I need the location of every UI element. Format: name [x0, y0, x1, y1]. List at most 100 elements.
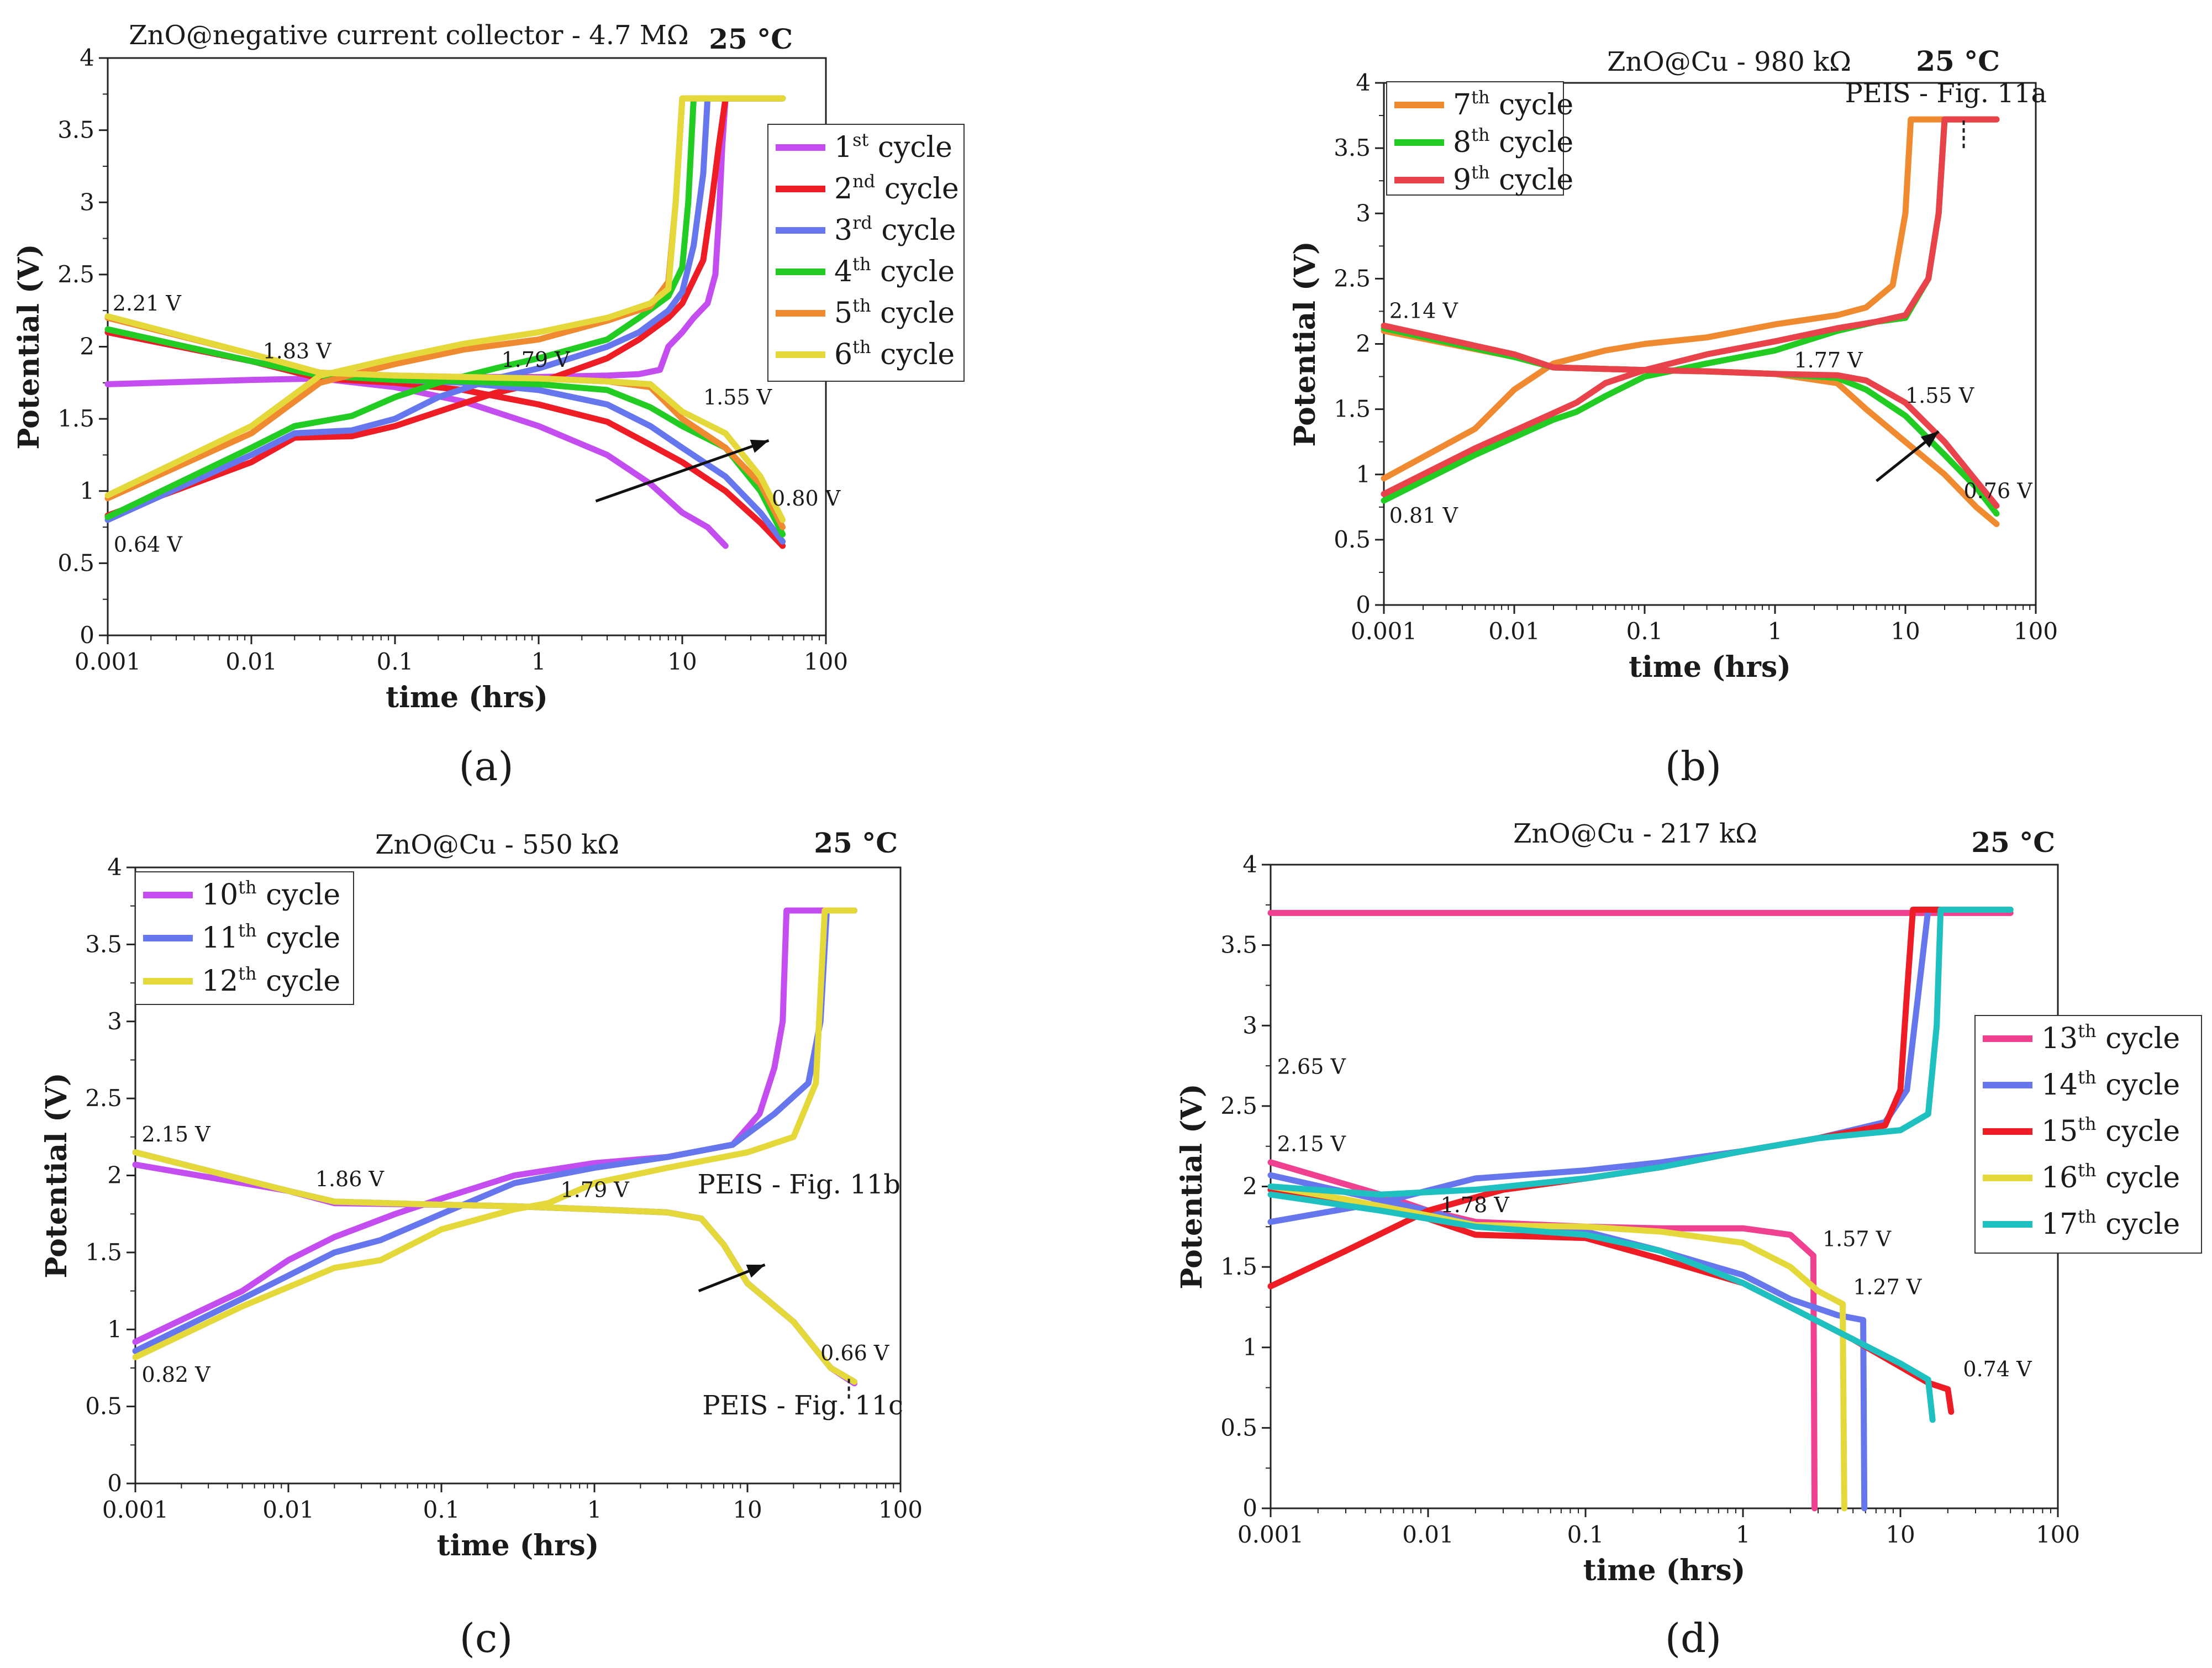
x-tick-label: 0.01	[1402, 1521, 1454, 1548]
x-tick-label: 100	[2036, 1521, 2080, 1548]
y-tick-label: 3.5	[1334, 134, 1371, 161]
value-annotation: 0.76 V	[1964, 478, 2033, 503]
trend-arrow-head	[746, 1265, 765, 1278]
y-tick-label: 2	[1242, 1173, 1257, 1200]
peis-label: PEIS - Fig. 11a	[1845, 78, 2047, 109]
trend-arrow-head	[1920, 431, 1939, 448]
x-tick-label: 0.001	[1351, 618, 1417, 645]
x-tick-label: 10	[667, 648, 697, 675]
caption-c: (c)	[460, 1615, 513, 1661]
y-tick-label: 4	[107, 854, 122, 881]
y-tick-label: 1.5	[1334, 396, 1371, 423]
caption-a: (a)	[459, 743, 513, 790]
series-discharge-line-5	[1267, 1191, 1936, 1423]
peis-label: PEIS - Fig. 11c	[702, 1390, 903, 1421]
legend-entry: 1st cycle	[834, 129, 952, 164]
y-tick-label: 3.5	[57, 117, 94, 144]
y-tick-label: 0.5	[85, 1393, 122, 1420]
x-tick-label: 10	[1890, 618, 1920, 645]
y-tick-label: 3.5	[85, 930, 122, 957]
y-tick-label: 2	[1356, 330, 1371, 357]
value-annotation: 0.66 V	[820, 1341, 889, 1365]
chart-panel-a: 0 0.5 1 1.5 2 2.5 3 3.5 4 0.001 0.01 0.1 1 10 100 time …	[12, 20, 965, 714]
legend: 10th cycle 11th cycle 12th cycle	[135, 871, 354, 1005]
series-charge-line-3	[132, 907, 858, 1360]
value-annotation: 1.55 V	[1905, 383, 1974, 408]
legend-entry: 5th cycle	[834, 295, 955, 330]
y-tick-label: 2.5	[57, 261, 94, 288]
legend-entry: 2nd cycle	[834, 171, 959, 206]
series-charge-line-2	[104, 95, 786, 519]
chart-panel-c: 0 0.5 1 1.5 2 2.5 3 3.5 4 0.001 0.01 0.1 1 10 100 time …	[40, 827, 923, 1562]
y-tick-label: 4	[1242, 851, 1257, 878]
y-tick-label: 3	[80, 188, 94, 215]
legend-entry: 12th cycle	[202, 963, 340, 998]
value-annotation: 0.80 V	[772, 486, 841, 511]
value-annotation: 1.83 V	[263, 339, 332, 363]
chart-panel-b: 0 0.5 1 1.5 2 2.5 3 3.5 4 0.001 0.01 0.1 1 10 100 time …	[1288, 45, 2058, 684]
x-tick-label: 1	[531, 648, 546, 675]
x-tick-label: 0.001	[75, 648, 141, 675]
x-axis-title: time (hrs)	[386, 681, 548, 714]
series-discharge-line-4	[1267, 1183, 1847, 1512]
legend-entry: 14th cycle	[2041, 1067, 2180, 1102]
y-tick-label: 0.5	[57, 549, 94, 576]
y-axis-title: Potential (V)	[12, 244, 46, 449]
x-tick-label: 1	[587, 1496, 602, 1523]
y-tick-label: 0	[80, 622, 94, 649]
y-tick-label: 0	[107, 1470, 122, 1497]
x-tick-label: 0.1	[423, 1496, 460, 1523]
y-tick-label: 2	[107, 1162, 122, 1189]
x-tick-label: 10	[1886, 1521, 1915, 1548]
x-tick-label: 100	[2014, 618, 2058, 645]
value-annotation: 2.65 V	[1277, 1055, 1346, 1079]
y-tick-label: 0.5	[1220, 1414, 1257, 1441]
legend-entry: 6th cycle	[834, 336, 955, 371]
legend-entry: 9th cycle	[1453, 162, 1573, 197]
value-annotation: 1.27 V	[1853, 1275, 1922, 1299]
trend-arrow-line	[595, 439, 770, 503]
series-discharge-line-3	[132, 1149, 858, 1385]
x-tick-label: 0.001	[1237, 1521, 1304, 1548]
x-tick-label: 0.001	[102, 1496, 168, 1523]
series-discharge-line-3	[1381, 322, 2000, 509]
value-annotation: 0.81 V	[1389, 503, 1458, 528]
y-axis-title: Potential (V)	[1175, 1083, 1209, 1289]
legend: 1st cycle 2nd cycle 3rd cycle 4th cycle 5th …	[767, 124, 965, 382]
value-annotation: 0.74 V	[1963, 1357, 2032, 1381]
chart-title: ZnO@Cu - 217 kΩ	[1513, 818, 1757, 849]
legend-entry: 13th cycle	[2041, 1020, 2180, 1055]
legend-entry: 16th cycle	[2041, 1160, 2180, 1195]
y-tick-label: 4	[80, 44, 94, 71]
chart-title: ZnO@Cu - 550 kΩ	[375, 829, 619, 860]
value-annotation: 1.79 V	[561, 1178, 630, 1202]
value-annotation: 1.79 V	[501, 348, 570, 372]
y-tick-label: 0	[1356, 591, 1371, 618]
legend-entry: 17th cycle	[2041, 1206, 2180, 1241]
series-charge-line-3	[1381, 116, 2000, 497]
y-tick-label: 0.5	[1334, 526, 1371, 553]
x-axis-title: time (hrs)	[437, 1529, 599, 1562]
value-annotation: 2.15 V	[141, 1122, 210, 1146]
trend-arrow-head	[750, 439, 769, 453]
y-tick-label: 4	[1356, 69, 1371, 96]
y-axis-title: Potential (V)	[40, 1072, 73, 1278]
legend-entry: 11th cycle	[202, 920, 340, 955]
x-tick-label: 0.1	[377, 648, 414, 675]
temperature-label: 25 °C	[1916, 45, 2000, 77]
value-annotation: 2.14 V	[1389, 298, 1458, 323]
y-tick-label: 1	[107, 1316, 122, 1343]
x-axis-title: time (hrs)	[1629, 650, 1791, 684]
series-charge-line-1	[132, 907, 858, 1345]
y-axis-title: Potential (V)	[1288, 241, 1322, 446]
series-charge-line-5	[1267, 907, 2014, 1198]
temperature-label: 25 °C	[709, 23, 793, 55]
caption-d: (d)	[1665, 1615, 1721, 1661]
y-tick-label: 1.5	[57, 405, 94, 432]
series-charge-line-4	[104, 95, 786, 520]
value-annotation: 0.64 V	[114, 532, 183, 556]
value-annotation: 1.86 V	[315, 1167, 385, 1191]
x-tick-label: 0.01	[262, 1496, 314, 1523]
legend-entry: 10th cycle	[202, 877, 340, 912]
